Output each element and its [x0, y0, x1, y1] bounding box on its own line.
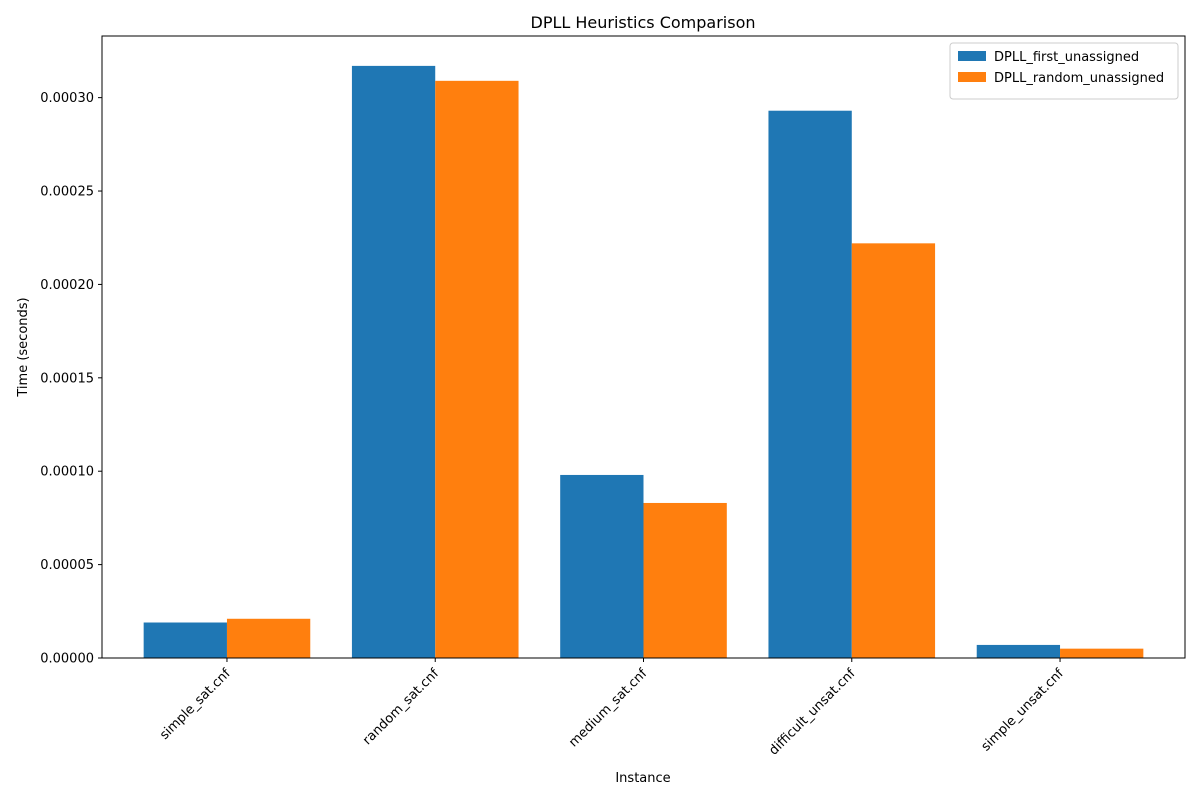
bar-DPLL_random_unassigned-random_sat.cnf: [435, 80, 519, 658]
y-tick-label: 0.00015: [40, 371, 94, 386]
bar-DPLL_random_unassigned-difficult_unsat.cnf: [851, 243, 936, 659]
legend: DPLL_first_unassigned DPLL_random_unassig…: [949, 42, 1179, 100]
y-tick-label: 0.00005: [40, 558, 94, 573]
y-tick-label: 0.00020: [40, 278, 94, 293]
chart-title: DPLL Heuristics Comparison: [531, 13, 756, 32]
bar-DPLL_random_unassigned-medium_sat.cnf: [643, 502, 727, 658]
x-axis-label: Instance: [615, 771, 670, 786]
bar-DPLL_random_unassigned-simple_sat.cnf: [226, 618, 311, 658]
bar-DPLL_first_unassigned-simple_unsat.cnf: [976, 644, 1061, 658]
y-tick-label: 0.00030: [40, 91, 94, 106]
legend-label: DPLL_random_unassigned: [994, 71, 1164, 86]
legend-swatch: [958, 51, 986, 61]
legend-box: [949, 42, 1179, 100]
bar-DPLL_random_unassigned-simple_unsat.cnf: [1060, 648, 1144, 658]
y-tick-label: 0.00010: [40, 465, 94, 480]
bar-DPLL_first_unassigned-medium_sat.cnf: [560, 474, 644, 658]
y-axis-label: Time (seconds): [16, 297, 31, 397]
bars-layer: [143, 65, 1144, 659]
bar-DPLL_first_unassigned-random_sat.cnf: [351, 65, 436, 659]
bar-DPLL_first_unassigned-simple_sat.cnf: [143, 622, 227, 658]
legend-swatch: [958, 72, 986, 82]
y-tick-label: 0.00000: [40, 652, 94, 667]
bar-DPLL_first_unassigned-difficult_unsat.cnf: [768, 110, 852, 658]
y-tick-label: 0.00025: [40, 185, 94, 200]
legend-label: DPLL_first_unassigned: [994, 50, 1139, 65]
